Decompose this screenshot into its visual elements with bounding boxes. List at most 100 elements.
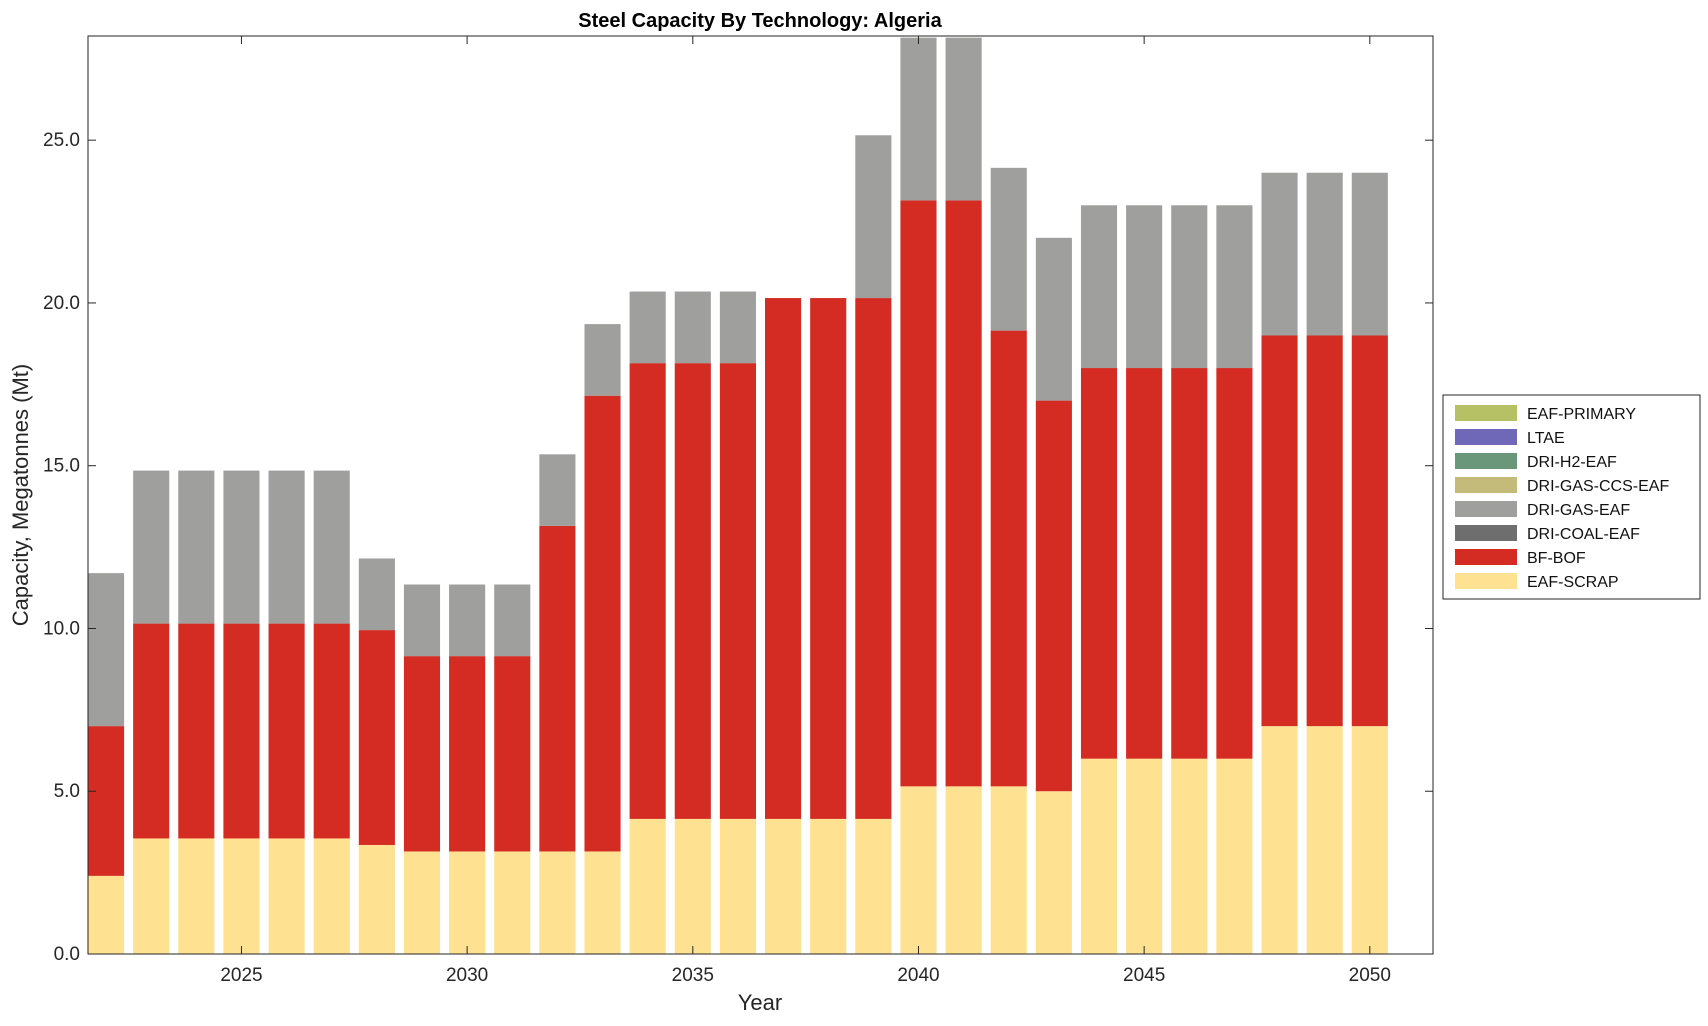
bar-dri-gas-eaf-2031 <box>494 584 531 657</box>
bar-bf-bof-2040 <box>900 200 937 787</box>
legend-swatch-dri-coal-eaf <box>1455 525 1517 541</box>
bar-dri-gas-eaf-2033 <box>584 324 621 396</box>
bar-eaf-scrap-2025 <box>223 838 260 954</box>
bar-bf-bof-2044 <box>1080 368 1118 759</box>
bar-bf-bof-2036 <box>719 363 756 819</box>
legend-swatch-ltae <box>1455 429 1517 445</box>
legend-label-dri-gas-ccs-eaf: DRI-GAS-CCS-EAF <box>1527 478 1669 495</box>
bar-dri-gas-eaf-2042 <box>990 167 1027 331</box>
bar-bf-bof-2037 <box>765 298 802 819</box>
bar-dri-gas-eaf-2030 <box>449 584 486 657</box>
bar-dri-gas-eaf-2045 <box>1126 205 1163 369</box>
y-tick-label: 10.0 <box>43 618 80 639</box>
legend-label-ltae: LTAE <box>1527 430 1565 447</box>
bar-eaf-scrap-2024 <box>178 838 215 954</box>
bar-eaf-scrap-2036 <box>719 818 756 954</box>
bar-bf-bof-2039 <box>855 298 892 819</box>
y-tick-label: 25.0 <box>43 130 80 151</box>
bar-bf-bof-2042 <box>990 330 1027 787</box>
bar-dri-gas-eaf-2024 <box>178 470 215 624</box>
bar-bf-bof-2047 <box>1216 368 1253 759</box>
bar-bf-bof-2034 <box>629 363 666 819</box>
bar-eaf-scrap-2048 <box>1261 726 1298 954</box>
bar-eaf-scrap-2047 <box>1216 758 1253 954</box>
x-tick-label: 2030 <box>446 965 488 986</box>
bar-bf-bof-2029 <box>403 656 441 852</box>
bar-bf-bof-2043 <box>1035 400 1072 792</box>
bar-bf-bof-2045 <box>1126 368 1163 759</box>
bar-eaf-scrap-2043 <box>1035 791 1072 954</box>
x-tick-label: 2050 <box>1349 965 1391 986</box>
bar-eaf-scrap-2039 <box>855 818 892 954</box>
bar-eaf-scrap-2042 <box>990 786 1027 954</box>
bar-dri-gas-eaf-2049 <box>1306 172 1343 336</box>
legend: EAF-PRIMARY LTAE DRI-H2-EAF DRI-GAS-CCS-EAF… <box>1442 394 1701 600</box>
bar-bf-bof-2046 <box>1171 368 1208 759</box>
bar-bf-bof-2050 <box>1351 335 1388 727</box>
bar-eaf-scrap-2037 <box>765 818 802 954</box>
chart-title: Steel Capacity By Technology: Algeria <box>578 10 942 32</box>
bar-eaf-scrap-2044 <box>1080 758 1118 954</box>
bar-dri-gas-eaf-2022 <box>88 573 125 727</box>
bar-bf-bof-2030 <box>449 656 486 852</box>
bar-eaf-scrap-2049 <box>1306 726 1343 954</box>
bar-bf-bof-2025 <box>223 623 260 839</box>
x-tick-label: 2025 <box>220 965 262 986</box>
y-tick-label: 15.0 <box>43 456 80 477</box>
bar-dri-gas-eaf-2046 <box>1171 205 1208 369</box>
legend-label-dri-gas-eaf: DRI-GAS-EAF <box>1527 502 1630 519</box>
y-axis-label: Capacity, Megatonnes (Mt) <box>8 364 33 626</box>
bar-eaf-scrap-2038 <box>810 818 847 954</box>
bar-eaf-scrap-2034 <box>629 818 666 954</box>
bar-eaf-scrap-2023 <box>133 838 170 954</box>
bar-eaf-scrap-2041 <box>945 786 982 954</box>
bar-eaf-scrap-2027 <box>313 838 350 954</box>
bar-eaf-scrap-2030 <box>449 851 486 954</box>
bar-bf-bof-2032 <box>539 525 576 852</box>
bar-eaf-scrap-2046 <box>1171 758 1208 954</box>
bar-dri-gas-eaf-2043 <box>1035 237 1072 401</box>
bar-eaf-scrap-2028 <box>358 844 395 954</box>
bar-dri-gas-eaf-2044 <box>1080 205 1118 369</box>
bar-dri-gas-eaf-2047 <box>1216 205 1253 369</box>
legend-label-dri-coal-eaf: DRI-COAL-EAF <box>1527 526 1640 543</box>
bar-bf-bof-2048 <box>1261 335 1298 727</box>
bar-bf-bof-2041 <box>945 200 982 787</box>
bar-dri-gas-eaf-2027 <box>313 470 350 624</box>
legend-swatch-dri-gas-ccs-eaf <box>1455 477 1517 493</box>
bar-eaf-scrap-2035 <box>674 818 711 954</box>
bars-group <box>88 37 1388 954</box>
legend-swatch-eaf-scrap <box>1455 573 1517 589</box>
y-tick-label: 5.0 <box>54 781 80 802</box>
x-axis-label: Year <box>738 990 782 1015</box>
bar-bf-bof-2027 <box>313 623 350 839</box>
bar-eaf-scrap-2022 <box>88 875 125 954</box>
bar-dri-gas-eaf-2039 <box>855 135 892 299</box>
bar-dri-gas-eaf-2041 <box>945 37 982 201</box>
bar-eaf-scrap-2031 <box>494 851 531 954</box>
x-axis: 2025 2030 2035 2040 2045 2050 <box>220 36 1391 986</box>
bar-eaf-scrap-2050 <box>1351 726 1388 954</box>
legend-label-eaf-scrap: EAF-SCRAP <box>1527 574 1619 591</box>
legend-label-bf-bof: BF-BOF <box>1527 550 1586 567</box>
legend-swatch-eaf-primary <box>1455 405 1517 421</box>
bar-eaf-scrap-2029 <box>403 851 441 954</box>
plot-frame <box>87 35 1434 955</box>
legend-swatch-dri-h2-eaf <box>1455 453 1517 469</box>
y-axis: 0.0 5.0 10.0 15.0 20.0 25.0 <box>43 130 1433 965</box>
y-tick-label: 20.0 <box>43 293 80 314</box>
bar-eaf-scrap-2040 <box>900 786 937 954</box>
bar-dri-gas-eaf-2025 <box>223 470 260 624</box>
bar-bf-bof-2031 <box>494 656 531 852</box>
bar-dri-gas-eaf-2032 <box>539 454 576 526</box>
bar-bf-bof-2024 <box>178 623 215 839</box>
bar-dri-gas-eaf-2035 <box>674 291 711 364</box>
bar-dri-gas-eaf-2023 <box>133 470 170 624</box>
x-tick-label: 2045 <box>1123 965 1165 986</box>
bar-eaf-scrap-2033 <box>584 851 621 954</box>
bar-bf-bof-2033 <box>584 395 621 852</box>
bar-bf-bof-2028 <box>358 630 395 845</box>
bar-dri-gas-eaf-2050 <box>1351 172 1388 336</box>
